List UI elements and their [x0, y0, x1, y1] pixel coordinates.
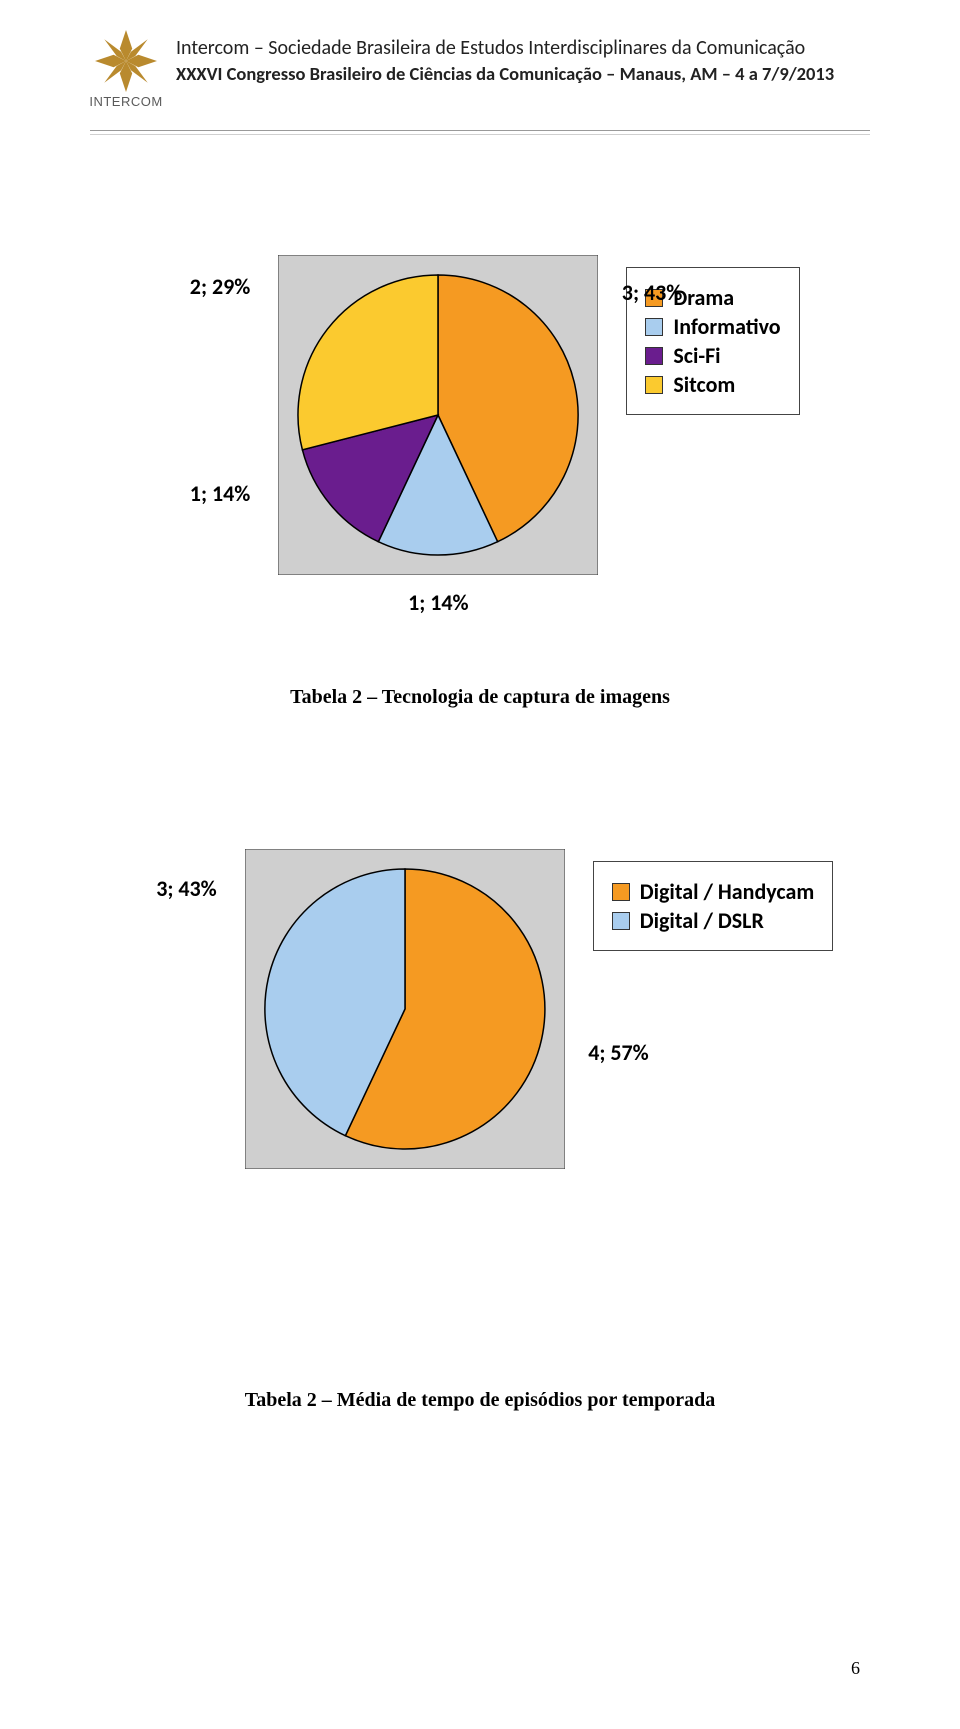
legend-label: Sitcom [673, 371, 735, 398]
chart-2-left-labels: 3; 43% [127, 849, 217, 902]
page: INTERCOM Intercom – Sociedade Brasileira… [0, 0, 960, 1729]
legend-item: Digital / Handycam [612, 878, 815, 905]
legend-label: Informativo [673, 313, 780, 340]
chart-1-row: 2; 29% 1; 14% [90, 255, 870, 616]
header-text: Intercom – Sociedade Brasileira de Estud… [176, 30, 870, 85]
chart-2-row: 3; 43% 4; 57% [90, 849, 870, 1169]
header-rule-2 [90, 134, 870, 135]
chart-2-pie-group: 4; 57% [245, 849, 565, 1169]
legend-item: Digital / DSLR [612, 907, 815, 934]
legend-item: Sci-Fi [645, 342, 780, 369]
chart-2-pie [245, 849, 565, 1169]
legend-label: Digital / DSLR [640, 907, 764, 934]
legend-item: Informativo [645, 313, 780, 340]
chart-1-callout-scifi: 1; 14% [160, 480, 250, 507]
caption-2: Tabela 2 – Tecnologia de captura de imag… [90, 686, 870, 709]
chart-2-legend: Digital / Handycam Digital / DSLR [593, 861, 834, 951]
chart-2-block: 3; 43% 4; 57% [90, 849, 870, 1169]
swatch-icon [645, 318, 663, 336]
chart-1-left-labels: 2; 29% 1; 14% [160, 255, 250, 507]
chart-1-callout-drama: 3; 43% [622, 279, 683, 306]
intercom-logo-icon [95, 30, 157, 92]
chart-1-block: 2; 29% 1; 14% [90, 255, 870, 616]
intercom-logo: INTERCOM [90, 30, 162, 120]
chart-1-callout-sitcom: 2; 29% [160, 273, 250, 300]
swatch-icon [612, 912, 630, 930]
chart-1-pie [278, 255, 598, 575]
page-number: 6 [851, 1658, 860, 1679]
swatch-icon [645, 376, 663, 394]
header-title: Intercom – Sociedade Brasileira de Estud… [176, 36, 870, 60]
header-rule-1 [90, 130, 870, 131]
legend-item: Sitcom [645, 371, 780, 398]
chart-2-callout-handycam: 4; 57% [588, 1039, 649, 1066]
swatch-icon [612, 883, 630, 901]
legend-label: Sci-Fi [673, 342, 720, 369]
swatch-icon [645, 347, 663, 365]
page-header: INTERCOM Intercom – Sociedade Brasileira… [90, 30, 870, 128]
caption-3: Tabela 2 – Média de tempo de episódios p… [90, 1389, 870, 1412]
chart-2-callout-dslr: 3; 43% [127, 875, 217, 902]
chart-1-pie-group: 3; 43% 1; 14% [278, 255, 598, 616]
logo-label: INTERCOM [89, 94, 162, 109]
legend-label: Drama [673, 284, 734, 311]
chart-1-callout-informativo: 1; 14% [278, 589, 598, 616]
legend-label: Digital / Handycam [640, 878, 815, 905]
header-subtitle: XXXVI Congresso Brasileiro de Ciências d… [176, 62, 870, 85]
